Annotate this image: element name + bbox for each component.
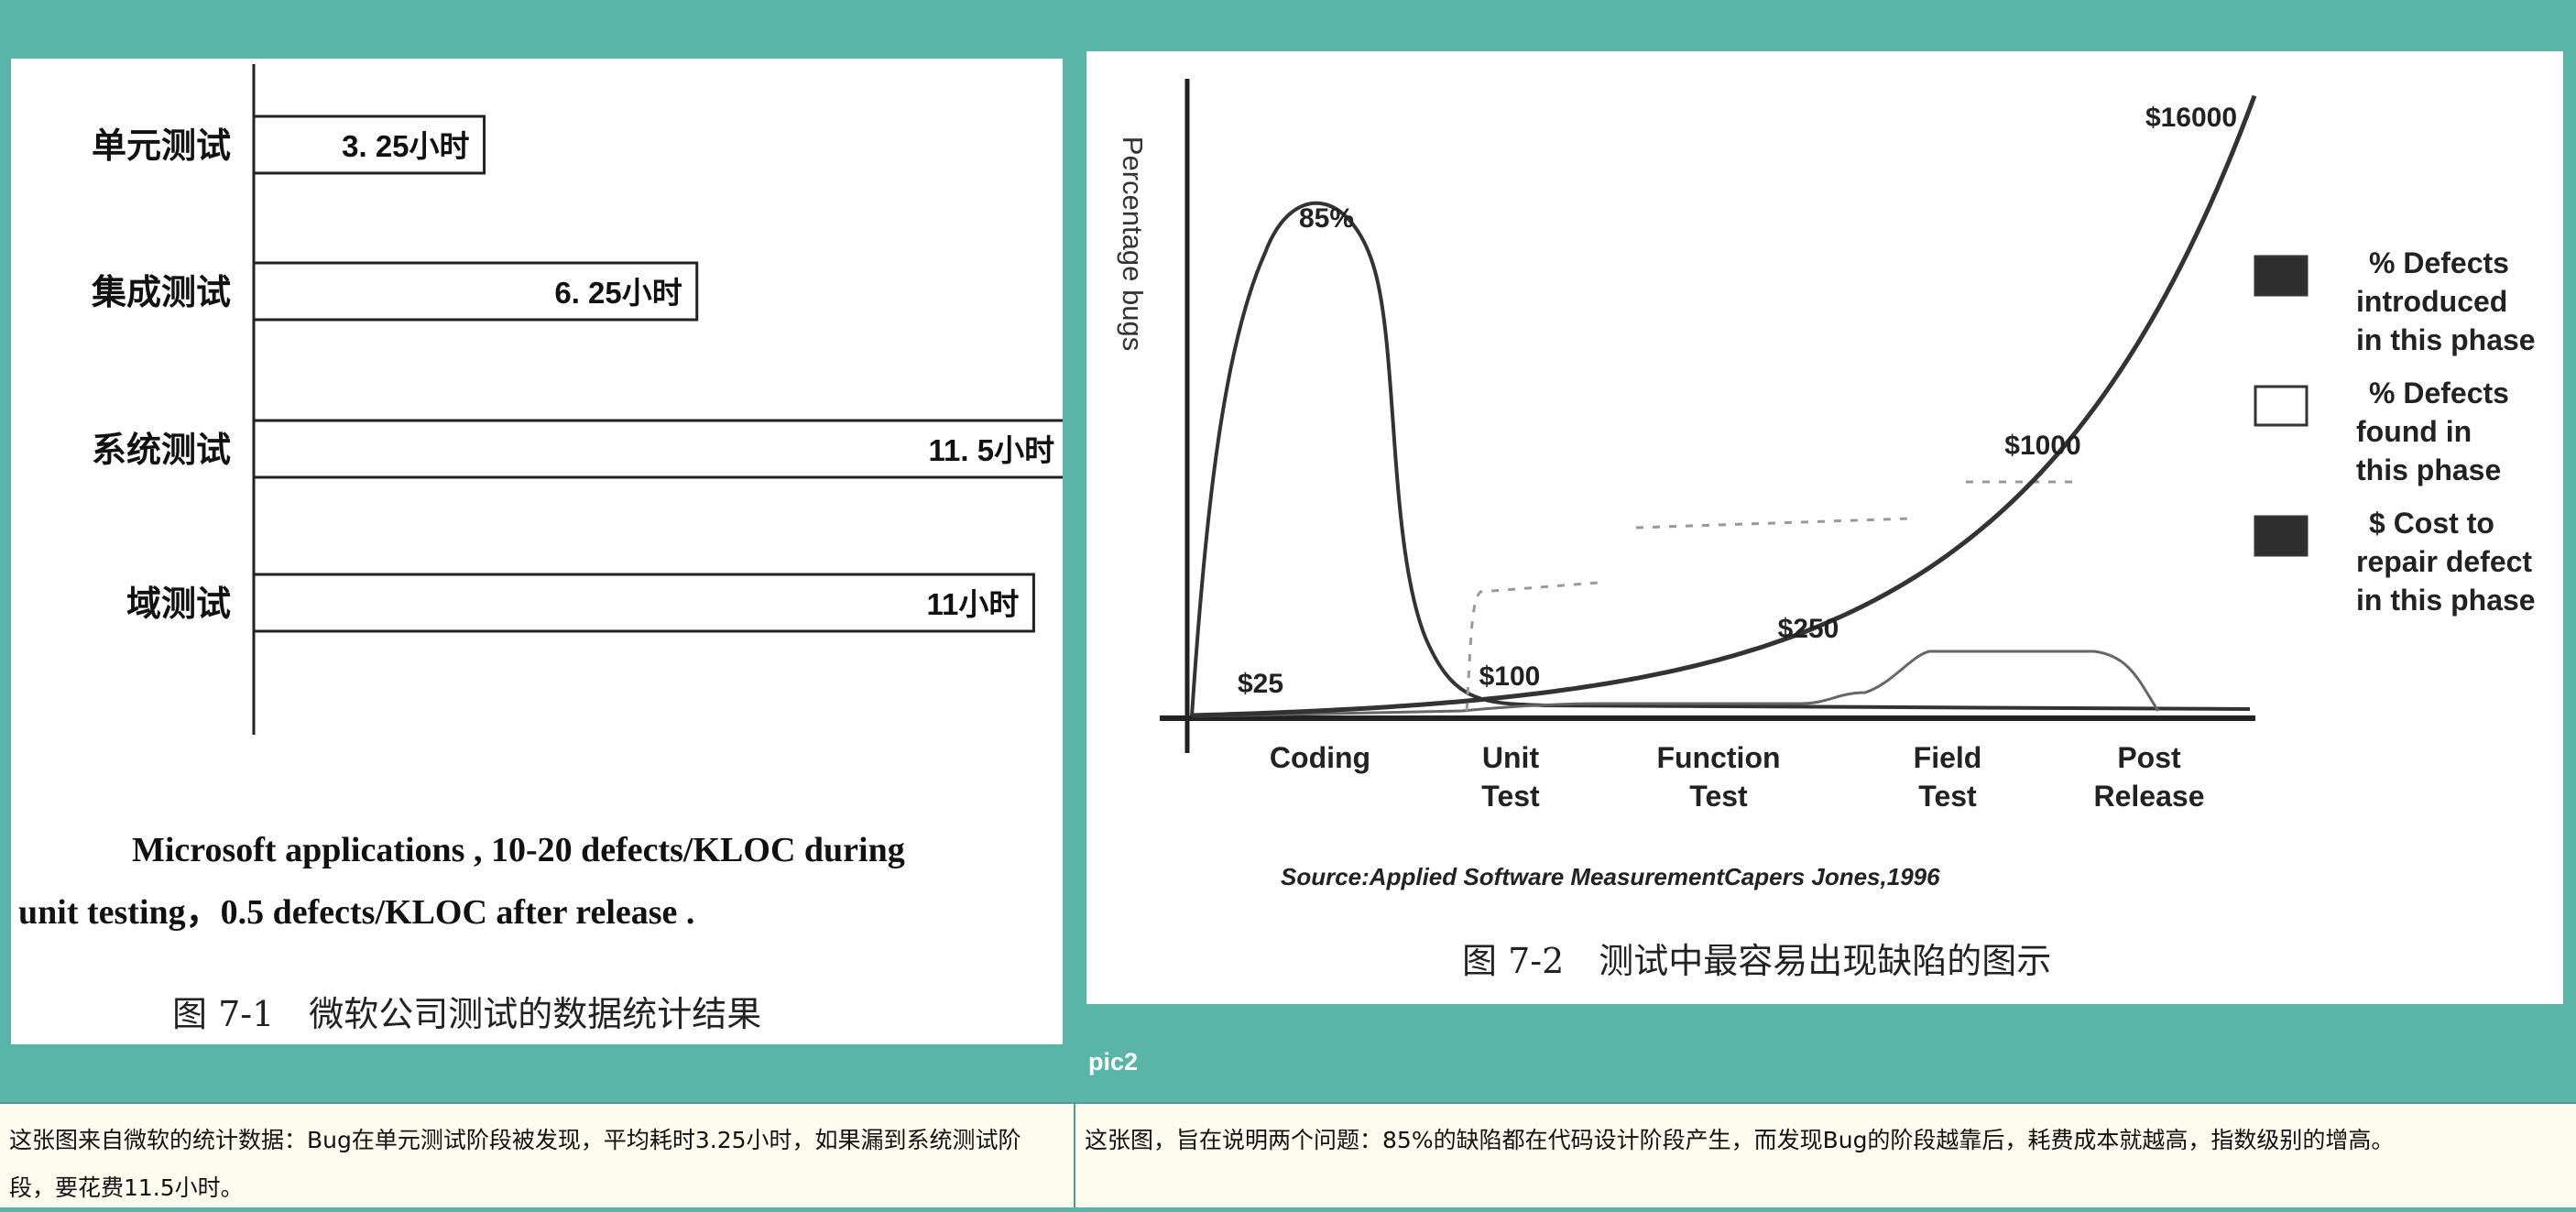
note-line-2: unit testing，0.5 defects/KLOC after rele… <box>18 893 694 932</box>
caption-right: 这张图，旨在说明两个问题：85%的缺陷都在代码设计阶段产生，而发现Bug的阶段越… <box>1085 1127 2395 1153</box>
source-note: Source:Applied Software MeasurementCaper… <box>1281 863 1940 890</box>
category-label: 域测试 <box>126 584 231 624</box>
labels-group: 85% $25 $100 $250 $1000 $16000 Coding Unit Test F… <box>1238 103 2237 813</box>
bar-chart: 3. 25小时 单元测试 6. 25小时 集成测试 11. 5小时 系统测试 11小时 域测试… <box>18 64 1063 1034</box>
legend-label: $ Cost to repair defect in this phase <box>2356 507 2536 617</box>
bar-value-label: 11小时 <box>927 587 1020 621</box>
category-label: 单元测试 <box>92 126 231 166</box>
line-chart: Percentage bugs 85% $25 $100 $250 $1000 $1600… <box>1117 79 2536 981</box>
figure-7-1-panel: 3. 25小时 单元测试 6. 25小时 集成测试 11. 5小时 系统测试 11小时 域测试… <box>11 59 1063 1044</box>
caption-left: 这张图来自微软的统计数据：Bug在单元测试阶段被发现，平均耗时3.25小时，如果… <box>0 1104 1075 1207</box>
series-introduced-line <box>1190 201 2251 717</box>
bar-value-label: 3. 25小时 <box>342 129 469 163</box>
bar-value-label: 6. 25小时 <box>554 276 682 310</box>
note-line-1: Microsoft applications , 10-20 defects/K… <box>132 831 905 869</box>
series-found-faint <box>1465 480 2076 712</box>
bar <box>252 573 1035 633</box>
legend-swatch <box>2254 515 2309 557</box>
cost-label: $1000 <box>2004 431 2080 461</box>
series-group <box>1190 94 2257 718</box>
x-tick-label: Function Test <box>1656 741 1780 813</box>
x-tick-label: Coding <box>1270 741 1370 774</box>
legend-swatch <box>2254 255 2309 297</box>
peak-label: 85% <box>1299 203 1354 234</box>
bar <box>252 419 1063 479</box>
legend-swatch <box>2254 385 2309 427</box>
bars-group: 3. 25小时 单元测试 6. 25小时 集成测试 11. 5小时 系统测试 11小时 域测试 <box>91 115 1063 633</box>
category-label: 集成测试 <box>91 272 231 312</box>
category-label: 系统测试 <box>92 430 231 470</box>
legend-label: % Defects introduced in this phase <box>2356 246 2536 356</box>
y-axis-label: Percentage bugs <box>1117 136 1149 351</box>
figure-7-1-caption: 图 7-1 微软公司测试的数据统计结果 <box>172 994 761 1034</box>
figure-7-2-caption: 图 7-2 测试中最容易出现缺陷的图示 <box>1462 941 2051 981</box>
x-tick-label: Post Release <box>2094 741 2205 813</box>
pic-label: pic2 <box>1088 1048 1139 1076</box>
x-tick-label: Field Test <box>1914 741 1982 813</box>
cost-label: $25 <box>1238 669 1283 699</box>
series-found-line <box>1191 650 2160 718</box>
legend-label: % Defects found in this phase <box>2356 377 2509 486</box>
bar <box>252 115 486 175</box>
legend: % Defects introduced in this phase % Defect… <box>2254 246 2536 617</box>
bar <box>252 261 699 322</box>
cost-label: $100 <box>1479 661 1541 692</box>
caption-row: 这张图来自微软的统计数据：Bug在单元测试阶段被发现，平均耗时3.25小时，如果… <box>0 1102 2576 1207</box>
x-tick-label: Unit Test <box>1481 741 1540 813</box>
figure-7-2-panel: Percentage bugs 85% $25 $100 $250 $1000 $1600… <box>1086 51 2563 1004</box>
bar-value-label: 11. 5小时 <box>929 433 1055 467</box>
series-cost-line <box>1191 94 2257 718</box>
cost-label: $250 <box>1778 614 1839 644</box>
cost-label: $16000 <box>2145 103 2237 133</box>
